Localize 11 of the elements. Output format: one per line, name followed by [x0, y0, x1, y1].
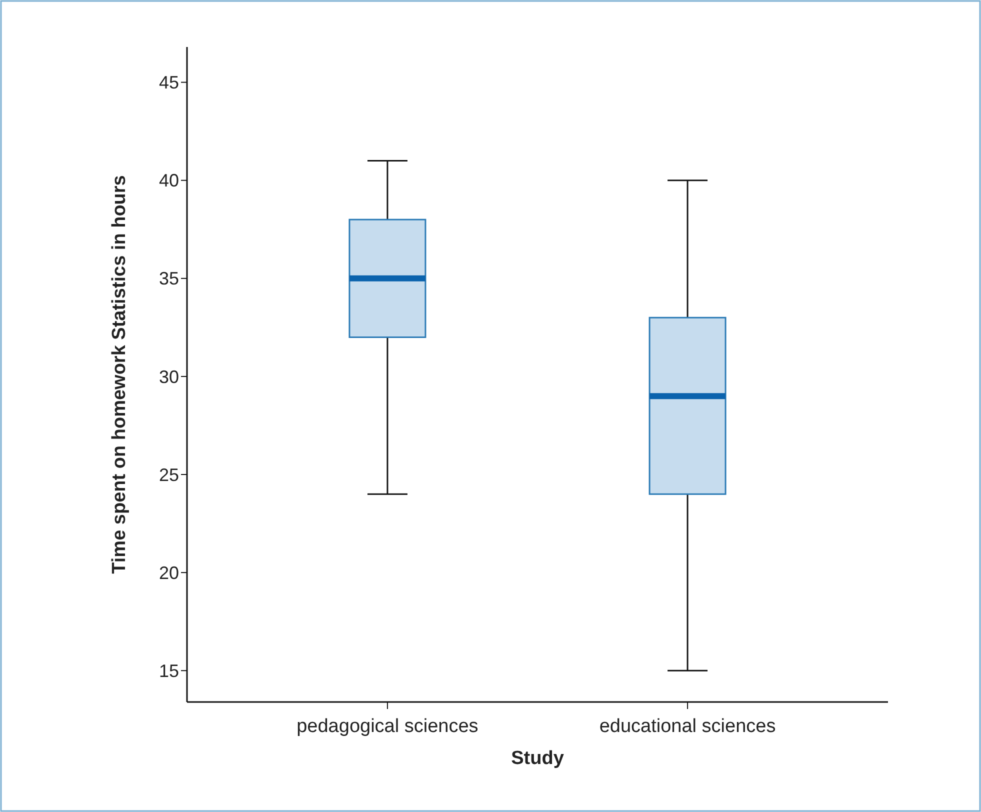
x-tick-label: educational sciences: [599, 716, 776, 737]
y-tick-label: 45: [158, 72, 179, 93]
y-tick-label: 20: [158, 562, 179, 583]
y-tick-label: 30: [158, 366, 179, 387]
x-axis-title: Study: [511, 748, 564, 769]
y-tick-label: 40: [158, 170, 179, 191]
y-tick-label: 15: [158, 660, 179, 681]
y-axis-title: Time spent on homework Statistics in hours: [109, 175, 130, 574]
y-tick-label: 25: [158, 464, 179, 485]
y-tick-label: 35: [158, 268, 179, 289]
x-tick-label: pedagogical sciences: [296, 716, 478, 737]
